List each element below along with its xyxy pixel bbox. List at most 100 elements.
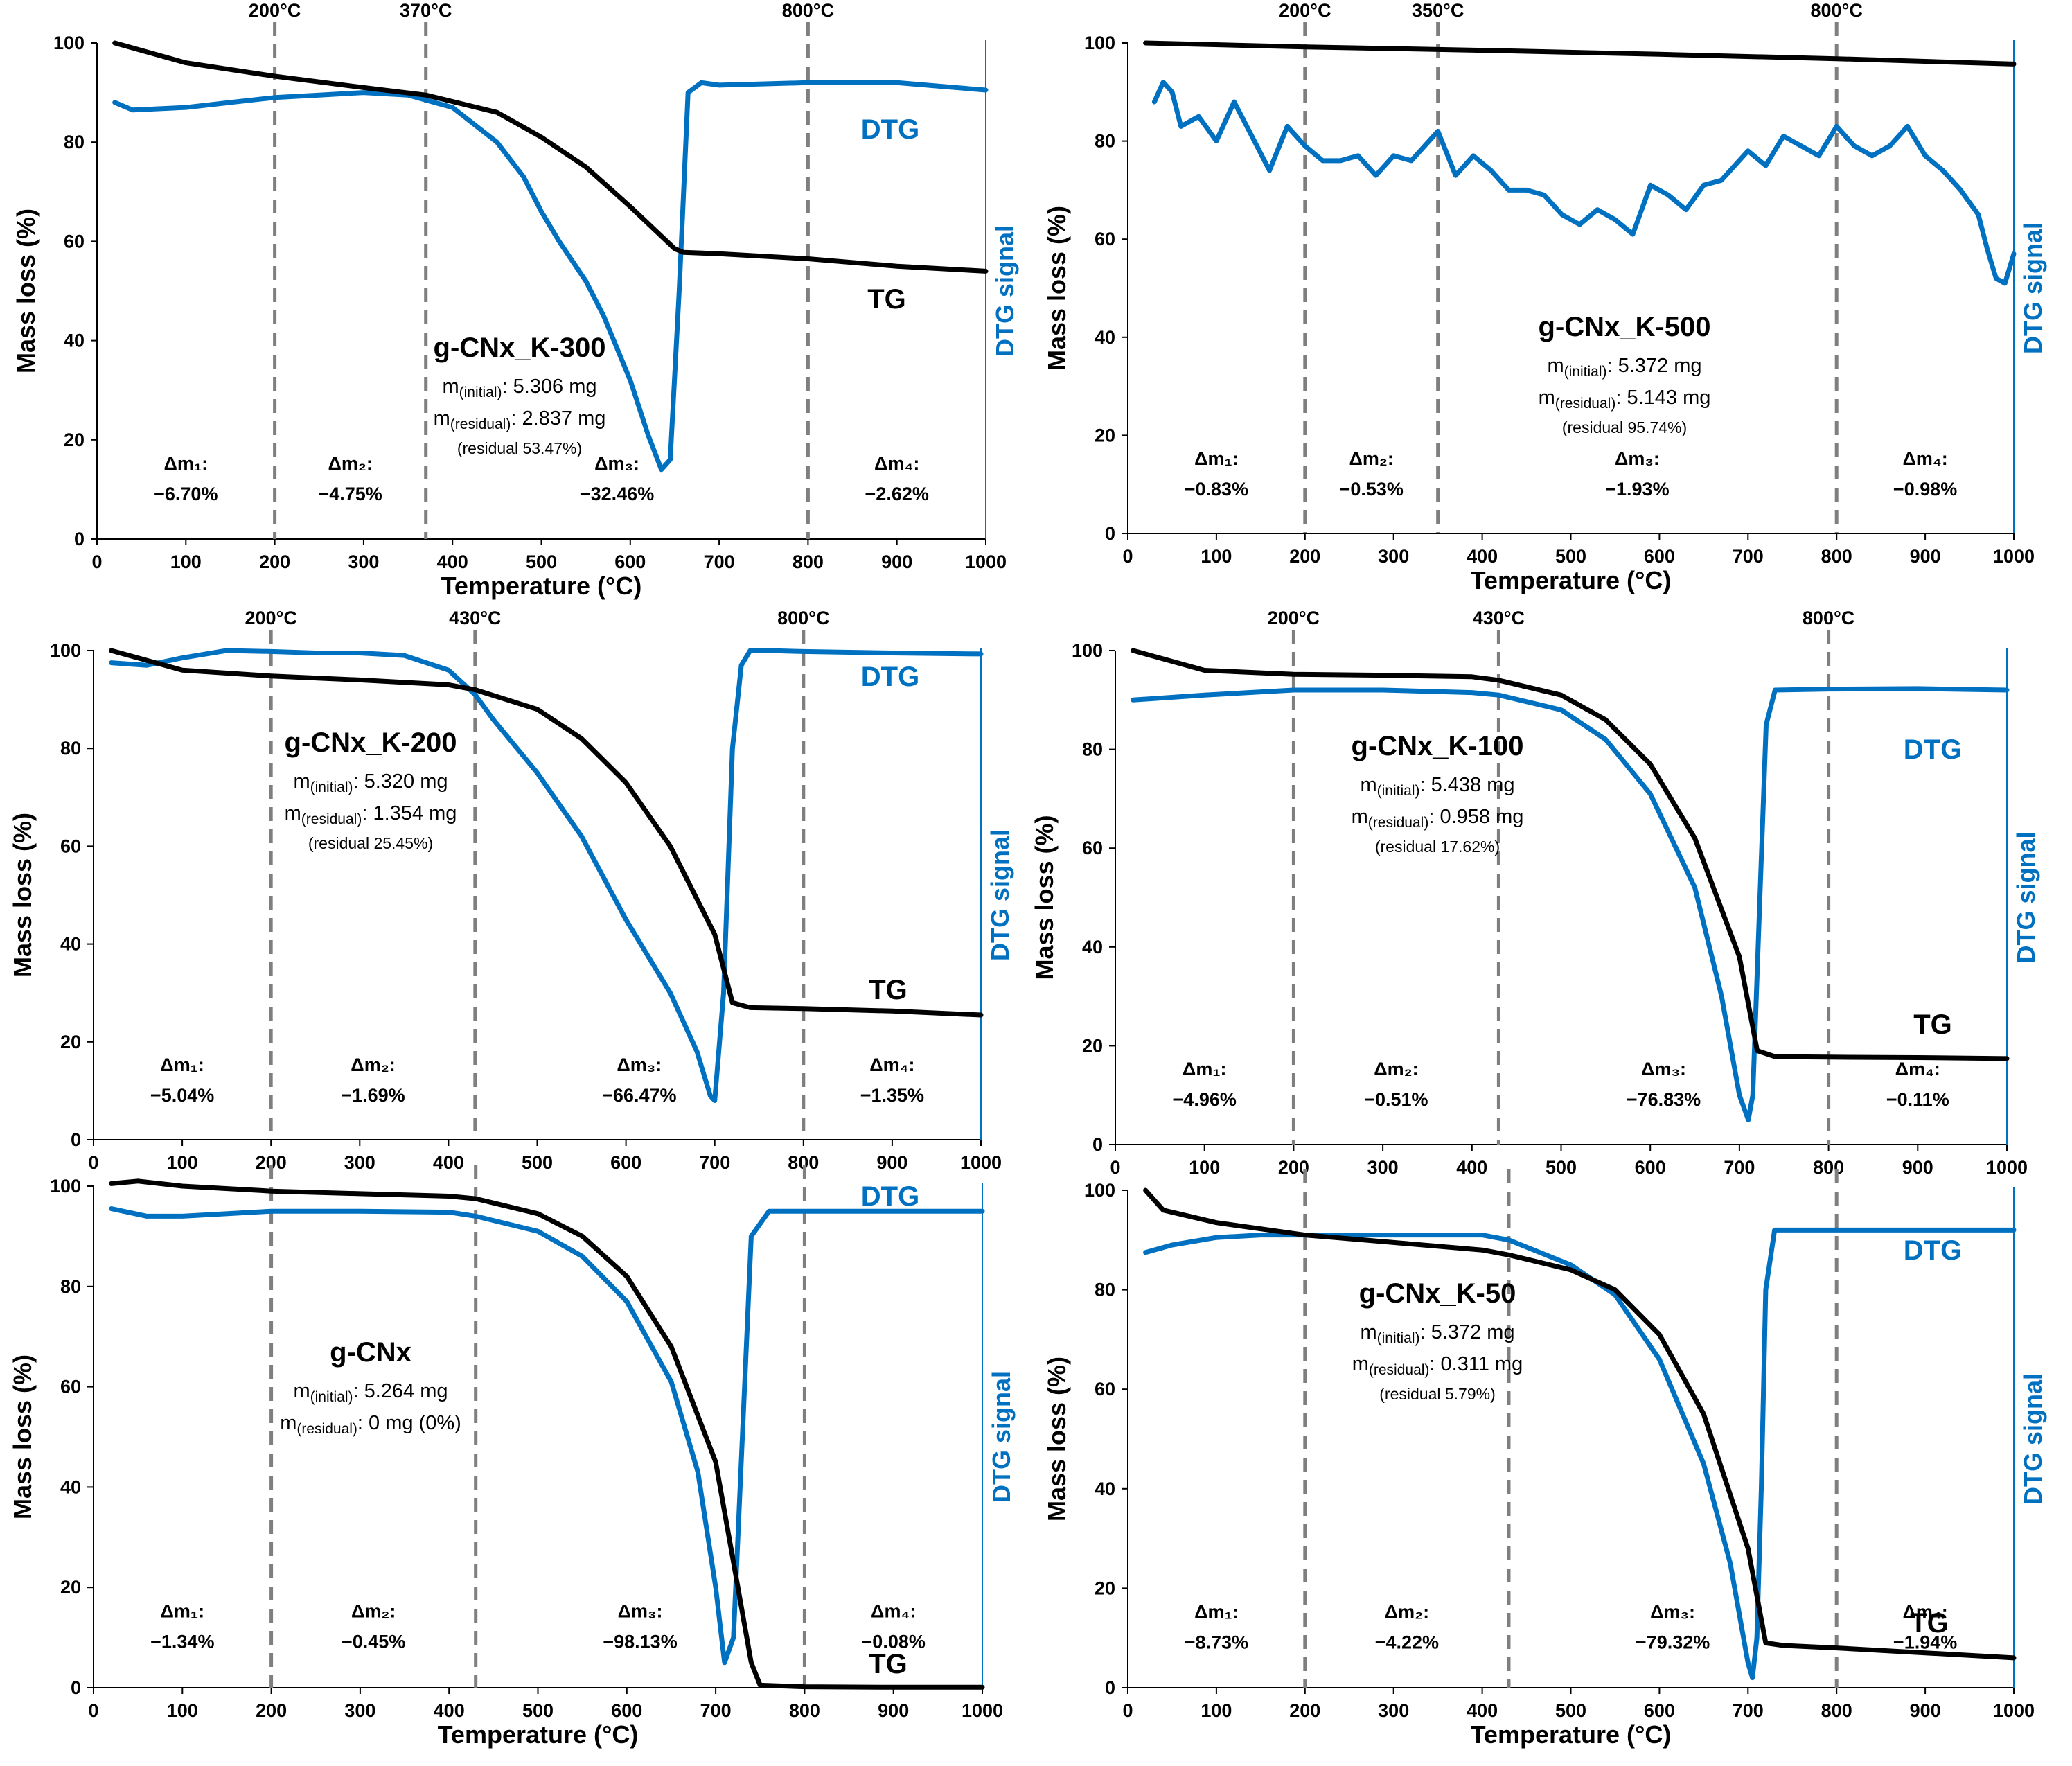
sample-name: g-CNx_K-100	[1352, 731, 1524, 761]
x-tick-label: 300	[1378, 546, 1409, 567]
mass-loss-value: −1.94%	[1893, 1632, 1957, 1652]
initial-mass: m(initial): 5.372 mg	[1360, 1321, 1514, 1346]
tg-curve	[109, 648, 984, 1018]
mass-loss-step-label: Δm₄:	[1895, 1059, 1940, 1079]
mass-loss-value: −98.13%	[603, 1632, 677, 1652]
mass-loss-value: −4.96%	[1173, 1089, 1237, 1110]
tg-curve-label: TG	[869, 1649, 907, 1679]
tg-curve	[112, 40, 989, 274]
x-tick-label: 600	[1644, 546, 1675, 567]
y-tick-label: 60	[1082, 838, 1103, 858]
residual-percentage: (residual 95.74%)	[1562, 418, 1687, 436]
x-tick-label: 300	[348, 551, 379, 572]
boundary-temperature-label: 800°C	[777, 608, 829, 628]
x-tick-label: 800	[789, 1700, 820, 1721]
y-tick-label: 60	[60, 1377, 81, 1397]
x-tick-label: 200	[256, 1700, 287, 1721]
x-tick-label: 200	[1289, 1700, 1320, 1721]
x-axis-title: Temperature (°C)	[441, 572, 642, 600]
y-tick-label: 80	[60, 1276, 81, 1297]
mass-loss-value: −1.69%	[341, 1085, 405, 1106]
boundary-temperature-label: 200°C	[1279, 0, 1331, 21]
dtg-curve	[1151, 80, 2017, 286]
mass-loss-step-label: Δm₃:	[618, 1601, 663, 1622]
x-tick-label: 1000	[1993, 546, 2035, 567]
mass-loss-step-label: Δm₂:	[351, 1054, 395, 1075]
mass-loss-value: −0.98%	[1893, 479, 1957, 500]
x-tick-label: 900	[1910, 1700, 1941, 1721]
x-tick-label: 600	[1644, 1700, 1675, 1721]
boundary-temperature-label: 350°C	[1412, 0, 1464, 21]
x-tick-label: 0	[1122, 546, 1133, 567]
mass-loss-value: −1.35%	[860, 1085, 924, 1106]
y-tick-label: 40	[1095, 327, 1115, 348]
y-tick-label: 20	[1095, 425, 1115, 445]
x-tick-label: 100	[1201, 1700, 1232, 1721]
initial-mass: m(initial): 5.438 mg	[1360, 774, 1514, 799]
secondary-y-axis-title: DTG signal	[986, 829, 1014, 961]
dtg-curve	[1143, 1227, 2017, 1681]
dtg-curve	[109, 1206, 985, 1666]
mass-loss-value: −0.83%	[1185, 479, 1248, 500]
mass-loss-value: −4.22%	[1375, 1632, 1439, 1652]
residual-mass: m(residual): 2.837 mg	[434, 407, 606, 432]
mass-loss-step-label: Δm₁:	[1183, 1059, 1227, 1079]
x-tick-label: 800	[1821, 1700, 1852, 1721]
x-tick-label: 900	[1910, 546, 1941, 567]
x-tick-label: 500	[522, 1152, 553, 1173]
mass-loss-value: −6.70%	[154, 484, 218, 504]
y-tick-label: 60	[60, 836, 81, 856]
y-tick-label: 100	[53, 33, 85, 53]
mass-loss-step-label: Δm₂:	[1385, 1601, 1429, 1622]
x-tick-label: 1000	[962, 1700, 1003, 1721]
boundary-temperature-label: 430°C	[449, 608, 501, 628]
x-tick-label: 300	[1378, 1700, 1409, 1721]
y-tick-label: 100	[50, 640, 81, 661]
y-tick-label: 80	[64, 132, 85, 152]
sample-name: g-CNx_K-300	[434, 333, 606, 363]
x-tick-label: 0	[1110, 1157, 1120, 1178]
x-tick-label: 100	[167, 1700, 198, 1721]
mass-loss-value: −2.62%	[865, 484, 929, 504]
boundary-temperature-label: 370°C	[400, 0, 452, 21]
y-tick-label: 40	[60, 1476, 81, 1497]
y-tick-label: 0	[1105, 1677, 1115, 1698]
residual-percentage: (residual 25.45%)	[308, 834, 433, 852]
dtg-curve-label: DTG	[861, 662, 919, 692]
x-tick-label: 700	[1724, 1157, 1755, 1178]
x-tick-label: 0	[91, 551, 102, 572]
x-tick-label: 500	[526, 551, 557, 572]
x-tick-label: 400	[1456, 1157, 1487, 1178]
x-tick-label: 300	[1367, 1157, 1399, 1178]
mass-loss-value: −4.75%	[318, 484, 382, 504]
x-tick-label: 400	[437, 551, 468, 572]
x-tick-label: 700	[1733, 546, 1764, 567]
x-tick-label: 200	[1289, 546, 1320, 567]
mass-loss-step-label: Δm₃:	[617, 1054, 662, 1075]
y-tick-label: 20	[64, 430, 85, 450]
mass-loss-value: −0.45%	[342, 1632, 405, 1652]
x-tick-label: 900	[876, 1152, 907, 1173]
sample-name: g-CNx_K-50	[1359, 1278, 1516, 1309]
y-tick-label: 100	[1084, 1180, 1115, 1201]
x-tick-label: 600	[614, 551, 646, 572]
y-axis-title: Mass loss (%)	[8, 1354, 37, 1519]
x-tick-label: 400	[1467, 1700, 1498, 1721]
mass-loss-step-label: Δm₁:	[161, 1601, 205, 1622]
mass-loss-step-label: Δm₂:	[1349, 448, 1394, 469]
boundary-temperature-label: 200°C	[245, 608, 297, 628]
boundary-temperature-label: 800°C	[1811, 0, 1863, 21]
x-tick-label: 500	[1555, 546, 1586, 567]
y-tick-label: 20	[60, 1577, 81, 1598]
y-tick-label: 60	[1095, 229, 1115, 249]
dtg-curve-label: DTG	[861, 114, 919, 145]
x-tick-label: 800	[793, 551, 824, 572]
initial-mass: m(initial): 5.306 mg	[442, 376, 596, 400]
x-tick-label: 1000	[1986, 1157, 2028, 1178]
tg-curve-label: TG	[1910, 1608, 1949, 1639]
mass-loss-value: −0.11%	[1886, 1089, 1949, 1110]
x-tick-label: 400	[434, 1700, 465, 1721]
y-tick-label: 0	[71, 1677, 81, 1698]
x-tick-label: 900	[1902, 1157, 1933, 1178]
